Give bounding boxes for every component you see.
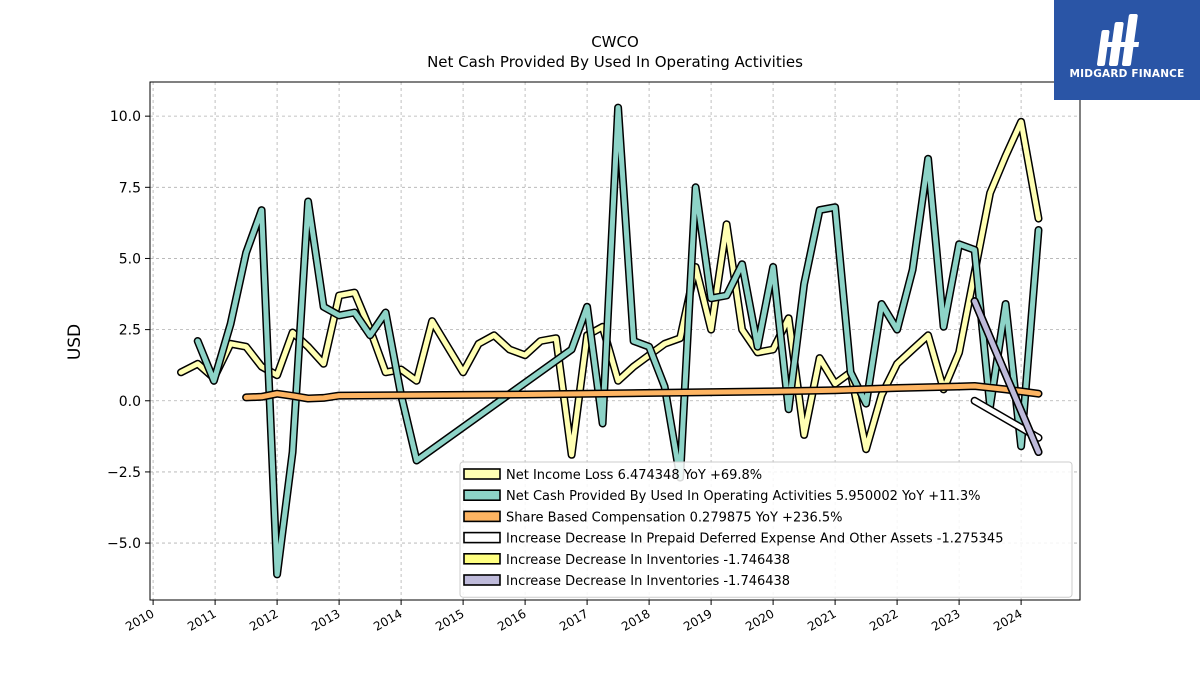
logo-text: MIDGARD FINANCE [1069,68,1185,80]
legend-swatch [463,468,501,480]
x-tick-label: 2013 [309,606,342,633]
series-0 [177,117,1043,459]
y-tick-label: 2.5 [119,323,141,339]
plot-frame [149,81,1081,601]
chart-subtitle: Net Cash Provided By Used In Operating A… [427,53,803,71]
series-layer [177,103,1043,579]
series-1 [193,103,1043,579]
x-tick-label: 2021 [805,606,838,633]
series-2 [242,382,1043,403]
y-tick-label: −2.5 [107,465,141,481]
x-tick-label: 2017 [557,606,590,633]
x-tick-label: 2023 [929,606,962,633]
chart-title-group: CWCO Net Cash Provided By Used In Operat… [427,33,803,71]
legend: Net Income Loss 6.474348 YoY +69.8% Net C… [459,461,1073,598]
legend-swatch [463,531,501,544]
x-tick-label: 2014 [371,606,404,633]
x-tick-label: 2015 [433,606,466,633]
y-tick-label: 7.5 [119,180,141,196]
y-tick-label: −5.0 [107,536,141,552]
x-tick-label: 2024 [991,606,1024,633]
x-tick-label: 2019 [681,606,714,633]
legend-swatch [463,574,501,586]
legend-swatch [463,510,501,523]
x-tick-label: 2020 [743,606,776,633]
legend-label: Net Cash Provided By Used In Operating A… [506,489,980,504]
legend-label: Share Based Compensation 0.279875 YoY +2… [506,510,843,525]
legend-swatch [463,552,501,565]
logo-mark-icon [1054,0,1200,100]
y-tick-label: 10.0 [110,109,141,125]
legend-label: Increase Decrease In Inventories -1.7464… [506,574,790,589]
x-tick-label: 2022 [867,606,900,633]
legend-label: Increase Decrease In Inventories -1.7464… [506,553,790,568]
y-axis-label: USD [65,324,85,360]
legend-box [459,461,1073,598]
y-tick-label: 5.0 [119,251,141,267]
series-5 [970,297,1043,456]
series-line [195,105,1041,577]
x-tick-label: 2012 [247,606,280,633]
chart-title: CWCO [591,33,639,51]
series-line [178,119,1041,458]
series-line [972,298,1041,455]
y-axis: −5.0 −2.5 0.0 2.5 5.0 7.5 10.0 [107,109,150,552]
x-tick-label: 2010 [123,606,156,633]
x-axis: 2010 2011 2012 2013 2014 2015 2016 2017 2018 2019… [123,600,1025,634]
series-line [243,383,1041,401]
x-tick-label: 2011 [185,606,218,633]
legend-label: Net Income Loss 6.474348 YoY +69.8% [506,468,762,483]
legend-label: Increase Decrease In Prepaid Deferred Ex… [506,532,1003,547]
y-tick-label: 0.0 [119,394,141,410]
midgard-finance-logo: MIDGARD FINANCE [1054,0,1200,100]
x-tick-label: 2016 [495,606,528,633]
legend-swatch [463,489,501,502]
x-tick-label: 2018 [619,606,652,633]
